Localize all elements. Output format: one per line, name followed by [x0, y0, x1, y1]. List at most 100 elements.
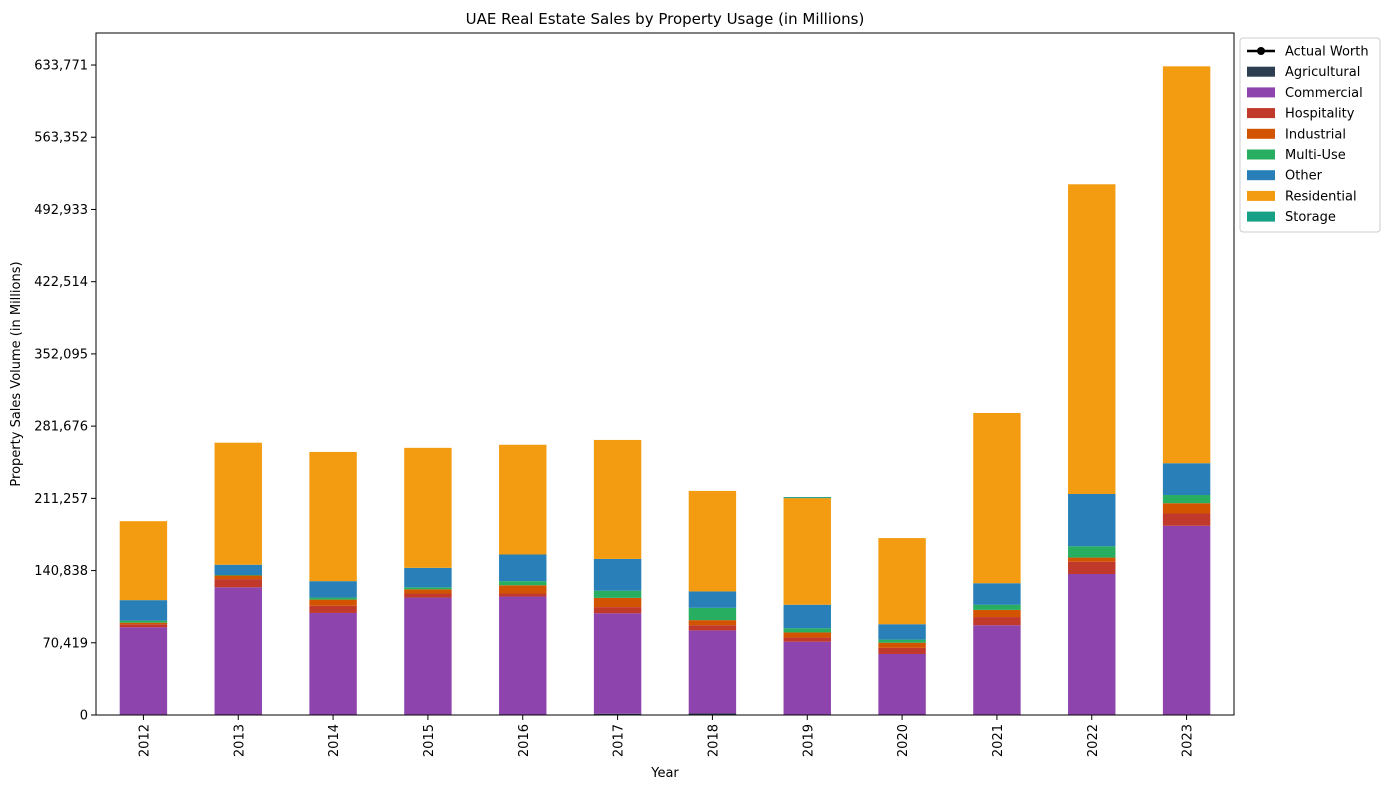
bar-commercial-2022 — [1068, 573, 1116, 715]
bar-hospitality-2014 — [309, 605, 357, 613]
bar-commercial-2021 — [973, 625, 1021, 715]
bar-residential-2019 — [783, 498, 831, 605]
legend-swatch-hospitality — [1247, 108, 1275, 119]
y-tick-label: 563,352 — [34, 131, 88, 146]
bar-commercial-2015 — [404, 597, 452, 715]
legend-label-agricultural: Agricultural — [1285, 65, 1360, 80]
plot-frame — [95, 32, 1235, 716]
bar-residential-2015 — [404, 447, 452, 568]
bar-industrial-2012 — [119, 622, 168, 625]
bar-other-2018 — [688, 591, 737, 608]
bar-residential-2013 — [214, 442, 262, 565]
legend-label-commercial: Commercial — [1285, 86, 1363, 101]
bar-other-2020 — [878, 624, 926, 640]
x-tick-label: 2020 — [896, 724, 911, 757]
bar-residential-2023 — [1162, 66, 1211, 464]
bar-other-2023 — [1162, 463, 1211, 496]
bar-other-2014 — [309, 581, 357, 598]
y-axis-label: Property Sales Volume (in Millions) — [9, 261, 24, 486]
bar-industrial-2013 — [214, 575, 262, 580]
legend-label-residential: Residential — [1285, 189, 1357, 204]
bar-residential-2017 — [593, 439, 642, 559]
legend-box — [1239, 37, 1381, 233]
bar-hospitality-2021 — [973, 617, 1021, 626]
y-tick-label: 70,419 — [43, 636, 89, 651]
legend-swatch-residential — [1247, 190, 1275, 201]
chart-title: UAE Real Estate Sales by Property Usage … — [466, 10, 865, 28]
x-tick-label: 2016 — [517, 724, 532, 757]
bar-residential-2022 — [1068, 184, 1116, 494]
legend: Actual Worth Agricultural Commercial Hospit… — [1239, 37, 1381, 233]
bar-commercial-2019 — [783, 641, 831, 715]
bar-multi-use-2015 — [404, 587, 452, 590]
bar-multi-use-2018 — [688, 607, 737, 621]
bar-other-2012 — [119, 600, 168, 621]
y-tick-label: 0 — [80, 709, 88, 724]
bar-agricultural-2018 — [688, 713, 737, 715]
bar-multi-use-2017 — [593, 590, 642, 598]
bar-multi-use-2016 — [499, 581, 547, 586]
y-tick-label: 281,676 — [34, 420, 88, 435]
x-tick-label: 2012 — [137, 724, 152, 757]
bar-multi-use-2012 — [119, 620, 168, 623]
bar-commercial-2016 — [499, 596, 547, 715]
bar-industrial-2021 — [973, 609, 1021, 618]
bar-commercial-2014 — [309, 612, 357, 715]
bar-other-2016 — [499, 554, 547, 582]
bar-hospitality-2016 — [499, 593, 547, 597]
legend-marker-actual-worth — [1257, 47, 1265, 55]
bar-other-2019 — [783, 604, 831, 629]
y-tick-label: 352,095 — [34, 347, 88, 362]
bar-other-2013 — [214, 564, 262, 576]
legend-label-multi-use: Multi-Use — [1285, 148, 1346, 163]
bar-commercial-2020 — [878, 653, 926, 715]
legend-swatch-commercial — [1247, 87, 1275, 98]
y-tick-label: 422,514 — [34, 275, 88, 290]
bar-industrial-2015 — [404, 589, 452, 594]
x-axis-label: Year — [650, 766, 679, 781]
legend-label-industrial: Industrial — [1285, 127, 1346, 142]
bar-multi-use-2019 — [783, 628, 831, 633]
bar-industrial-2020 — [878, 642, 926, 648]
bar-residential-2012 — [119, 521, 168, 601]
x-tick-label: 2022 — [1086, 724, 1101, 757]
bar-multi-use-2021 — [973, 604, 1021, 610]
legend-swatch-industrial — [1247, 128, 1275, 139]
bar-industrial-2022 — [1068, 557, 1116, 562]
bar-commercial-2023 — [1162, 525, 1211, 715]
x-tick-label: 2013 — [232, 724, 247, 757]
legend-label-other: Other — [1285, 169, 1323, 184]
bar-other-2022 — [1068, 493, 1116, 547]
bar-commercial-2017 — [593, 613, 642, 714]
bar-industrial-2023 — [1162, 503, 1211, 514]
legend-label-storage: Storage — [1285, 210, 1336, 225]
x-tick-label: 2015 — [422, 724, 437, 757]
bar-hospitality-2023 — [1162, 513, 1211, 526]
bar-other-2017 — [593, 558, 642, 591]
y-axis: 0 70,419 140,838 211,257 281,676 352,095 422,5… — [34, 59, 96, 724]
bar-industrial-2018 — [688, 620, 737, 626]
legend-swatch-multi-use — [1247, 149, 1275, 160]
bar-multi-use-2023 — [1162, 495, 1211, 504]
bar-hospitality-2015 — [404, 593, 452, 598]
bar-multi-use-2013 — [214, 575, 262, 576]
bar-residential-2016 — [499, 444, 547, 555]
bar-residential-2014 — [309, 451, 357, 582]
bars-layer — [119, 66, 1211, 715]
bar-multi-use-2022 — [1068, 546, 1116, 558]
bar-residential-2020 — [878, 538, 926, 625]
bar-industrial-2014 — [309, 599, 357, 606]
bar-industrial-2017 — [593, 597, 642, 608]
legend-swatch-other — [1247, 170, 1275, 181]
bar-commercial-2018 — [688, 630, 737, 714]
bar-other-2015 — [404, 567, 452, 588]
bar-residential-2021 — [973, 412, 1021, 584]
bar-hospitality-2012 — [119, 624, 168, 628]
legend-swatch-agricultural — [1247, 66, 1275, 77]
bar-other-2021 — [973, 583, 1021, 605]
bar-hospitality-2019 — [783, 637, 831, 642]
bar-hospitality-2020 — [878, 647, 926, 654]
x-tick-label: 2019 — [801, 724, 816, 757]
bar-multi-use-2020 — [878, 639, 926, 643]
